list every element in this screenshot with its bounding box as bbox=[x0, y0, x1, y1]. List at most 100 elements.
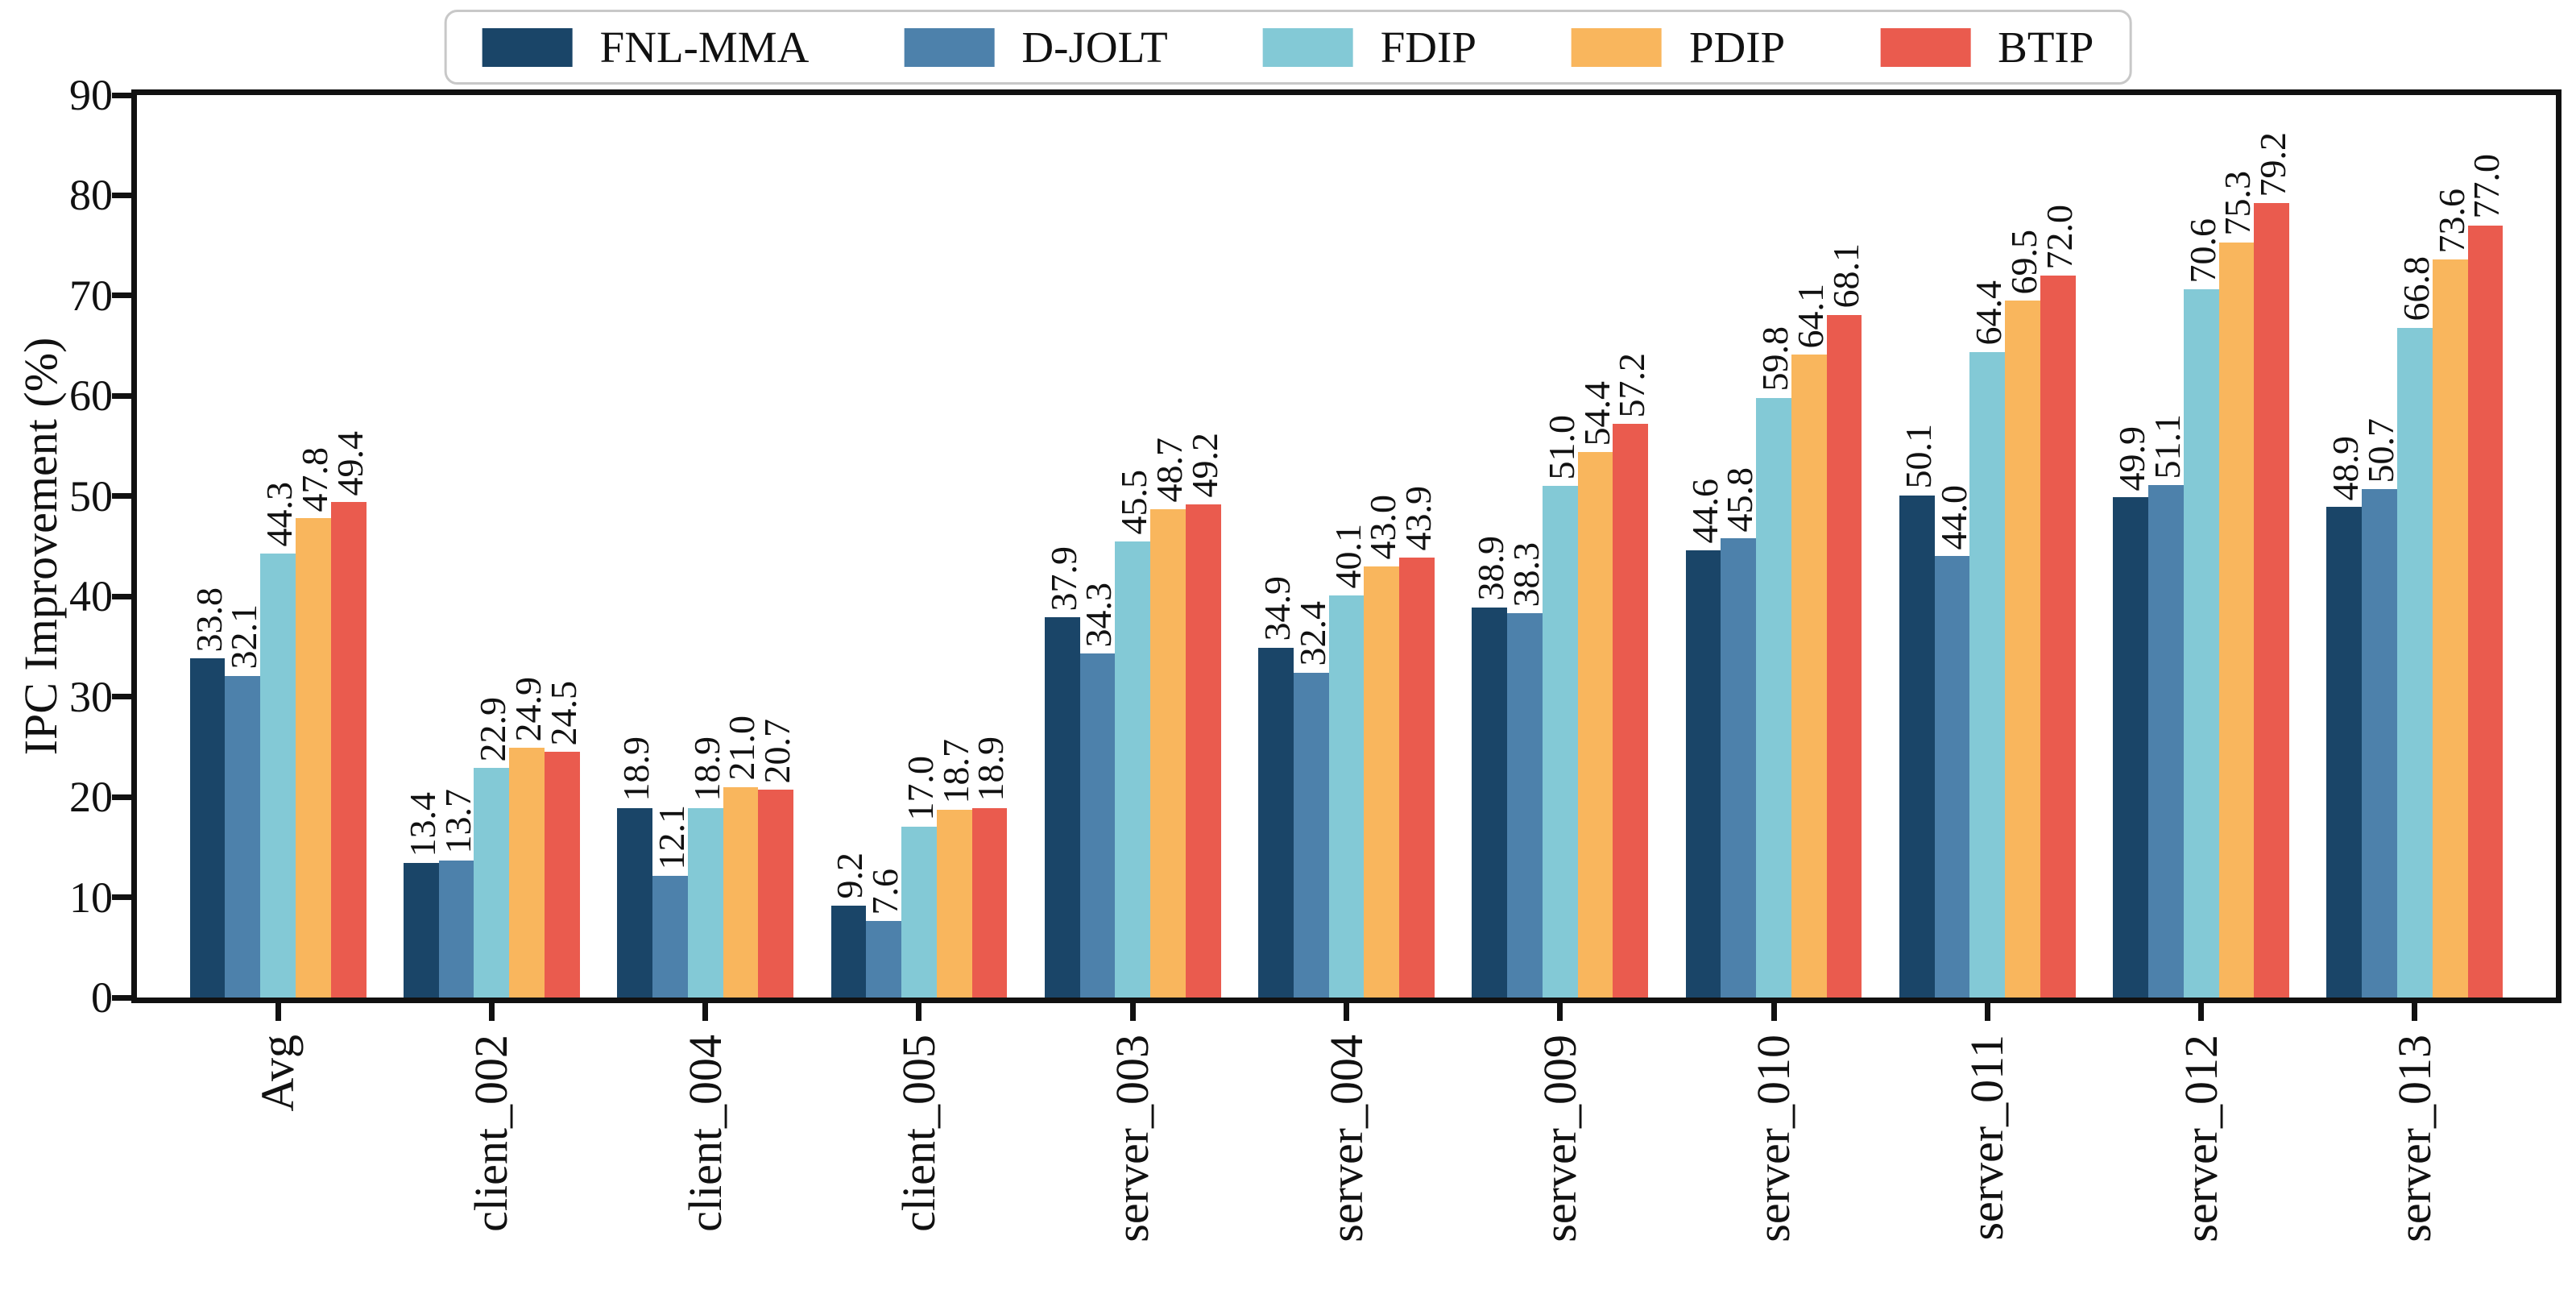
bar-pdip-avg bbox=[295, 518, 331, 998]
bar-d-jolt-server_009 bbox=[1507, 613, 1543, 998]
bar-value-label: 20.7 bbox=[756, 718, 798, 784]
bar-pdip-server_004 bbox=[1364, 566, 1400, 998]
bar-value-label: 77.0 bbox=[2466, 154, 2508, 219]
y-tick-mark bbox=[112, 92, 131, 98]
bar-d-jolt-server_003 bbox=[1079, 653, 1116, 998]
bar-value-label: 66.8 bbox=[2395, 256, 2437, 321]
x-tick-mark bbox=[488, 1003, 495, 1021]
bar-value-label: 50.1 bbox=[1897, 424, 1939, 489]
bar-value-label: 57.2 bbox=[1611, 352, 1653, 418]
bar-fnl-mma-server_003 bbox=[1044, 617, 1080, 998]
bar-fdip-client_005 bbox=[901, 827, 937, 998]
legend-label: FDIP bbox=[1380, 23, 1476, 72]
bar-value-label: 51.1 bbox=[2146, 413, 2188, 479]
y-tick-label: 20 bbox=[69, 773, 113, 822]
legend-item-d-jolt: D-JOLT bbox=[904, 25, 1168, 69]
bar-value-label: 43.9 bbox=[1398, 486, 1439, 551]
bar-d-jolt-server_012 bbox=[2147, 485, 2184, 998]
bar-pdip-client_002 bbox=[509, 748, 545, 998]
bar-d-jolt-client_004 bbox=[652, 876, 688, 998]
legend-item-fnl-mma: FNL-MMA bbox=[482, 25, 809, 69]
y-tick-mark bbox=[112, 493, 131, 500]
bar-value-label: 24.5 bbox=[542, 680, 584, 746]
bar-value-label: 32.1 bbox=[223, 604, 265, 670]
bar-value-label: 18.9 bbox=[685, 736, 727, 802]
bar-fnl-mma-client_002 bbox=[403, 863, 439, 998]
bar-btip-server_003 bbox=[1185, 504, 1221, 998]
bar-d-jolt-server_011 bbox=[1934, 556, 1970, 998]
bar-value-label: 40.1 bbox=[1327, 524, 1369, 589]
bar-btip-server_013 bbox=[2467, 225, 2504, 998]
bar-pdip-client_004 bbox=[723, 786, 759, 998]
bar-value-label: 48.9 bbox=[2325, 435, 2367, 501]
bar-value-label: 59.8 bbox=[1754, 326, 1796, 392]
bar-value-label: 43.0 bbox=[1362, 495, 1404, 560]
x-tick-label: server_010 bbox=[1747, 1035, 1800, 1242]
x-tick-mark bbox=[1770, 1003, 1777, 1021]
bar-value-label: 68.1 bbox=[1824, 243, 1866, 309]
legend-label: PDIP bbox=[1688, 23, 1786, 72]
bar-fdip-server_010 bbox=[1756, 397, 1791, 998]
y-tick-mark bbox=[112, 392, 131, 399]
y-tick-mark bbox=[112, 994, 131, 1001]
bar-btip-client_005 bbox=[971, 807, 1008, 998]
y-tick-label: 40 bbox=[69, 572, 113, 621]
bar-value-label: 18.7 bbox=[934, 738, 976, 804]
bar-value-label: 47.8 bbox=[293, 446, 335, 512]
x-tick-label: server_009 bbox=[1533, 1035, 1586, 1242]
bar-pdip-server_009 bbox=[1577, 452, 1613, 998]
x-tick-label: server_013 bbox=[2388, 1035, 2441, 1242]
bar-value-label: 22.9 bbox=[472, 696, 514, 762]
bar-value-label: 48.7 bbox=[1148, 438, 1190, 503]
bar-fdip-client_004 bbox=[687, 807, 723, 998]
bar-value-label: 44.0 bbox=[1932, 484, 1974, 550]
bar-d-jolt-avg bbox=[225, 675, 261, 998]
bar-btip-server_010 bbox=[1826, 314, 1862, 998]
bar-value-label: 64.1 bbox=[1789, 283, 1831, 349]
bar-value-label: 44.6 bbox=[1684, 479, 1725, 544]
bar-fdip-server_013 bbox=[2397, 327, 2433, 998]
bar-btip-server_011 bbox=[2040, 276, 2076, 998]
bar-pdip-server_003 bbox=[1150, 508, 1186, 998]
x-tick-mark bbox=[702, 1003, 709, 1021]
y-tick-label: 30 bbox=[69, 672, 113, 721]
bar-value-label: 33.8 bbox=[188, 587, 230, 653]
x-tick-mark bbox=[916, 1003, 922, 1021]
bar-value-label: 70.6 bbox=[2181, 218, 2223, 284]
x-tick-label: Avg bbox=[251, 1035, 304, 1112]
bar-fdip-server_004 bbox=[1328, 595, 1365, 998]
bar-fdip-avg bbox=[260, 553, 296, 998]
bar-pdip-server_010 bbox=[1791, 355, 1827, 998]
legend-item-pdip: PDIP bbox=[1571, 23, 1786, 72]
legend-swatch-pdip bbox=[1571, 27, 1662, 67]
bar-d-jolt-server_010 bbox=[1721, 538, 1757, 998]
bar-value-label: 72.0 bbox=[2038, 204, 2080, 270]
bar-fdip-server_011 bbox=[1969, 351, 2006, 998]
y-tick-mark bbox=[112, 694, 131, 700]
y-tick-label: 0 bbox=[91, 973, 113, 1022]
y-tick-label: 80 bbox=[69, 171, 113, 220]
legend-item-fdip: FDIP bbox=[1262, 23, 1476, 72]
bar-value-label: 34.9 bbox=[1256, 576, 1298, 641]
bar-value-label: 7.6 bbox=[864, 868, 906, 915]
y-tick-mark bbox=[112, 593, 131, 599]
bar-fnl-mma-server_011 bbox=[1899, 495, 1935, 998]
bar-value-label: 49.2 bbox=[1183, 433, 1225, 498]
bar-value-label: 73.6 bbox=[2430, 188, 2472, 254]
bar-value-label: 12.1 bbox=[650, 804, 692, 870]
x-tick-label: server_011 bbox=[1961, 1035, 2014, 1241]
y-tick-mark bbox=[112, 292, 131, 299]
bar-pdip-server_011 bbox=[2005, 301, 2040, 998]
x-tick-mark bbox=[1344, 1003, 1349, 1021]
bar-fnl-mma-avg bbox=[189, 658, 226, 998]
bar-fdip-server_012 bbox=[2183, 289, 2219, 998]
bar-value-label: 44.3 bbox=[259, 482, 300, 547]
bar-fnl-mma-server_010 bbox=[1685, 550, 1721, 998]
bar-fnl-mma-server_012 bbox=[2113, 497, 2148, 998]
x-tick-label: server_012 bbox=[2174, 1035, 2227, 1242]
y-tick-mark bbox=[112, 192, 131, 198]
x-tick-label: server_003 bbox=[1106, 1035, 1159, 1242]
bar-value-label: 18.9 bbox=[615, 736, 657, 802]
bar-btip-client_004 bbox=[758, 790, 794, 998]
